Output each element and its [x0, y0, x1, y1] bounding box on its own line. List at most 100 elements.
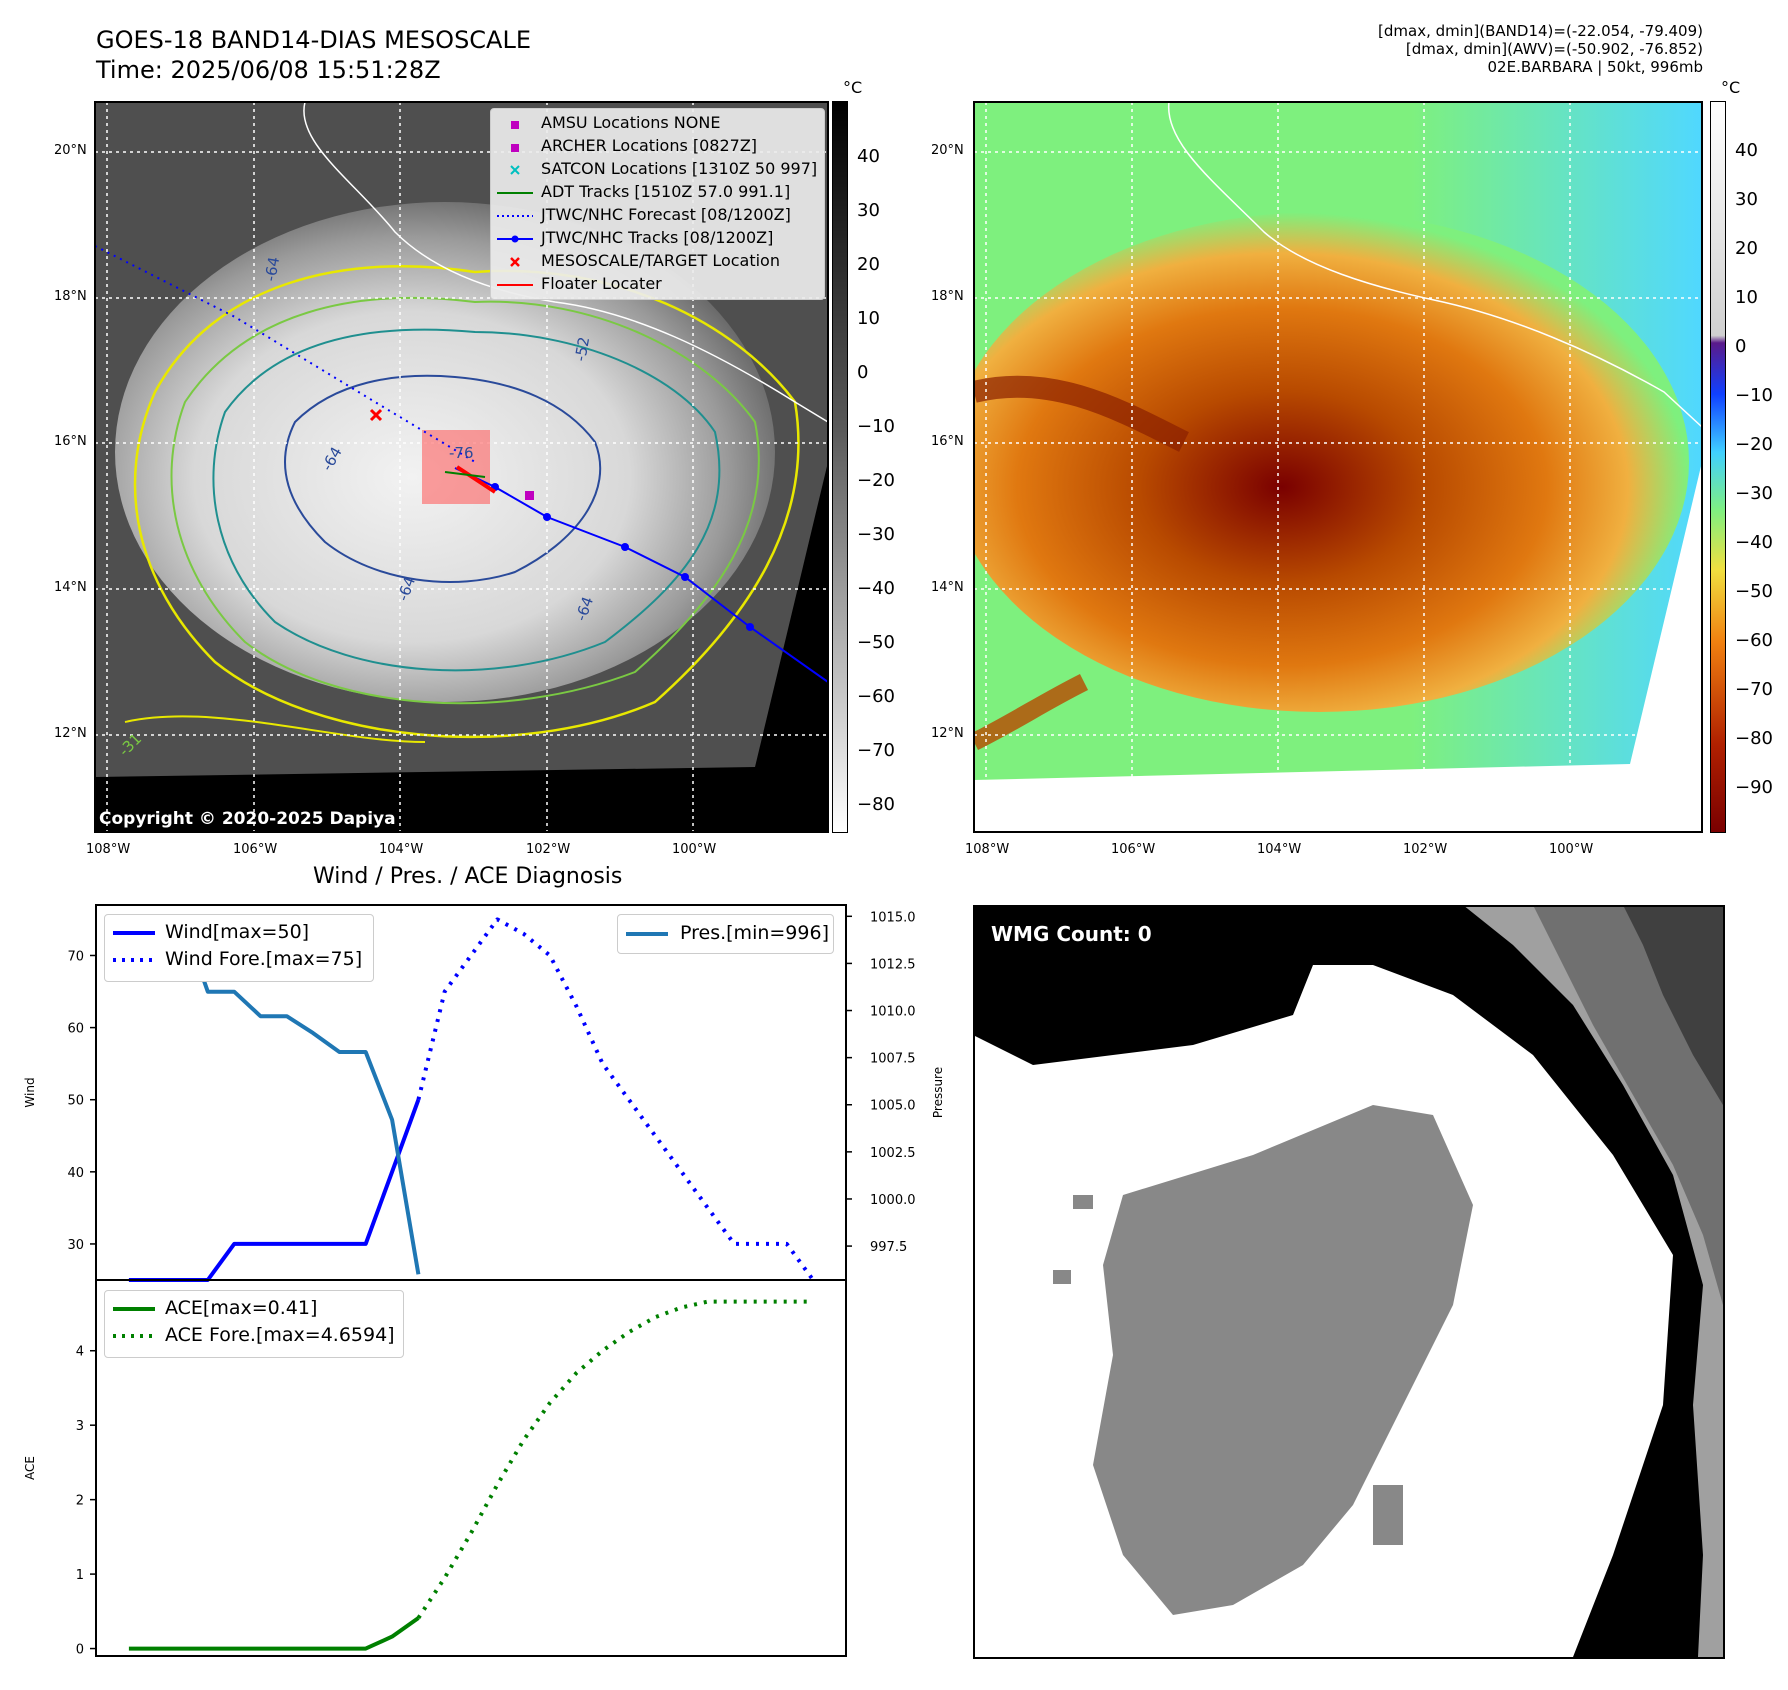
cb-tick: 20: [857, 254, 880, 275]
y-tick-label: 40: [67, 1166, 84, 1181]
y-axis-label: Wind: [23, 1077, 37, 1107]
cb-tick: −20: [857, 470, 895, 491]
colorbar-unit: °C: [843, 78, 863, 97]
colorbar-right: [1710, 101, 1726, 833]
y2-tick-label: 997.5: [870, 1240, 907, 1255]
cb-tick: −50: [857, 632, 895, 653]
y-tick-label: 30: [67, 1238, 84, 1253]
cb-tick: −10: [857, 416, 895, 437]
lat-label: 12°N: [931, 726, 964, 741]
legend-target: MESOSCALE/TARGET Location: [541, 251, 780, 270]
y-axis-label: ACE: [23, 1456, 37, 1480]
legend-tracks: JTWC/NHC Tracks [08/1200Z]: [541, 228, 774, 247]
info-box: [dmax, dmin](BAND14)=(-22.054, -79.409) …: [1378, 22, 1703, 76]
cb-tick: −40: [1735, 532, 1773, 553]
legend-forecast: JTWC/NHC Forecast [08/1200Z]: [541, 205, 791, 224]
info-line-storm: 02E.BARBARA | 50kt, 996mb: [1487, 58, 1703, 76]
legend-markers: [497, 121, 533, 286]
y2-tick-label: 1010.0: [870, 1005, 916, 1020]
target-marker: [369, 408, 383, 422]
cb-tick: 40: [1735, 140, 1758, 161]
lon-label: 108°W: [86, 842, 131, 857]
cb-tick: 0: [1735, 336, 1747, 357]
diagnosis-charts: 3040506070Wind997.51000.01002.51005.0100…: [23, 904, 945, 1658]
legend-archer: ARCHER Locations [0827Z]: [541, 136, 758, 155]
cb-tick: 30: [1735, 189, 1758, 210]
y-tick-label: 50: [67, 1094, 84, 1109]
ace-forecast-line: [416, 1299, 814, 1620]
legend-amsu: AMSU Locations NONE: [541, 113, 721, 132]
cb-tick: −60: [1735, 630, 1773, 651]
lon-label: 104°W: [379, 842, 424, 857]
copyright: Copyright © 2020-2025 Dapiya: [99, 809, 396, 829]
ace-legend: ACE[max=0.41] ACE Fore.[max=4.6594]: [104, 1290, 404, 1358]
chart-title: Wind / Pres. / ACE Diagnosis: [313, 864, 623, 889]
lat-label: 12°N: [54, 726, 87, 741]
lat-label: 18°N: [54, 289, 87, 304]
lon-label: 106°W: [1111, 842, 1156, 857]
wind-line: [128, 1099, 421, 1282]
awv-map: [974, 102, 1702, 832]
cb-tick: −80: [857, 794, 895, 815]
ace-line: [128, 1616, 420, 1651]
colorbar-unit: °C: [1721, 78, 1741, 97]
cb-tick: 40: [857, 146, 880, 167]
legend-adt: ADT Tracks [1510Z 57.0 991.1]: [541, 182, 791, 201]
lat-label: 14°N: [54, 580, 87, 595]
legend-pressure: Pres.[min=996]: [680, 922, 829, 944]
cb-tick: −60: [857, 686, 895, 707]
wmg-count: WMG Count: 0: [991, 922, 1152, 946]
y-tick-label: 70: [67, 949, 84, 964]
wind-forecast-line: [416, 917, 815, 1282]
legend-ace: ACE[max=0.41]: [165, 1297, 318, 1319]
y2-tick-label: 1002.5: [870, 1146, 916, 1161]
forecast-track: [95, 245, 476, 463]
lon-label: 100°W: [672, 842, 717, 857]
cb-tick: 0: [857, 362, 869, 383]
y-tick-label: 60: [67, 1022, 84, 1037]
lat-label: 18°N: [931, 289, 964, 304]
y2-tick-label: 1007.5: [870, 1052, 916, 1067]
cb-tick: 10: [1735, 287, 1758, 308]
floater-box: [422, 430, 490, 504]
legend-ace-forecast: ACE Fore.[max=4.6594]: [165, 1324, 395, 1346]
lon-label: 106°W: [233, 842, 278, 857]
archer-marker: [525, 491, 534, 500]
figure-title: GOES-18 BAND14-DIAS MESOSCALE: [96, 26, 532, 54]
contour-label: -76: [449, 444, 474, 462]
y2-tick-label: 1000.0: [870, 1193, 916, 1208]
cb-tick: −20: [1735, 434, 1773, 455]
lat-label: 20°N: [54, 143, 87, 158]
legend-satcon: SATCON Locations [1310Z 50 997]: [541, 159, 818, 178]
cb-tick: 30: [857, 200, 880, 221]
cb-tick: −50: [1735, 581, 1773, 602]
contour-label: -64: [261, 255, 283, 282]
legend-wind-forecast: Wind Fore.[max=75]: [165, 948, 363, 970]
lat-label: 14°N: [931, 580, 964, 595]
cb-tick: −80: [1735, 728, 1773, 749]
lon-label: 102°W: [1403, 842, 1448, 857]
colorbar-left: [832, 101, 848, 833]
figure-time: Time: 2025/06/08 15:51:28Z: [96, 56, 441, 84]
wmg-panel: WMG Count: 0: [973, 905, 1723, 1657]
cb-tick: −30: [857, 524, 895, 545]
cb-tick: −30: [1735, 483, 1773, 504]
legend-wind: Wind[max=50]: [165, 921, 310, 943]
info-line-band14: [dmax, dmin](BAND14)=(-22.054, -79.409): [1378, 22, 1703, 40]
info-line-awv: [dmax, dmin](AWV)=(-50.902, -76.852): [1405, 40, 1703, 58]
cb-tick: −70: [857, 740, 895, 761]
lon-label: 108°W: [965, 842, 1010, 857]
plot-frame: [95, 1279, 847, 1657]
y2-tick-label: 1012.5: [870, 957, 916, 972]
map-legend: AMSU Locations NONE ARCHER Locations [08…: [490, 108, 825, 300]
y2-axis-label: Pressure: [931, 1067, 945, 1118]
y-tick-label: 2: [76, 1494, 84, 1509]
pressure-legend: Pres.[min=996]: [617, 914, 834, 954]
legend-floater: Floater Locater: [541, 274, 662, 293]
lat-label: 16°N: [931, 434, 964, 449]
lon-label: 104°W: [1257, 842, 1302, 857]
y-tick-label: 0: [76, 1643, 84, 1658]
cb-tick: 10: [857, 308, 880, 329]
cb-tick: 20: [1735, 238, 1758, 259]
lat-label: 16°N: [54, 434, 87, 449]
